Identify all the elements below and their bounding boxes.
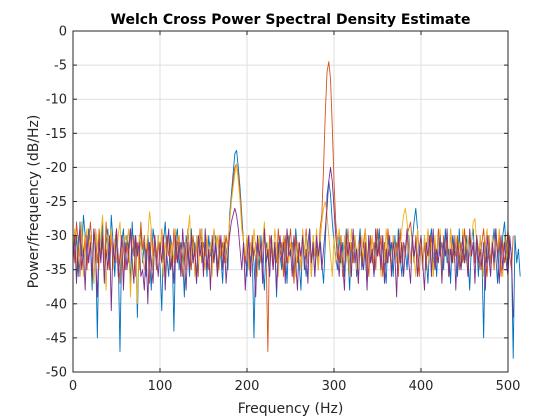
y-tick-label: -50 (46, 366, 67, 381)
y-tick-label: -20 (46, 161, 67, 176)
x-tick-label: 200 (235, 379, 260, 394)
axis-ticks: 0 100 200 300 400 500 0 -5 -10 -15 -20 -25 -30 -35 -40… (46, 25, 521, 395)
plot-lines (72, 61, 521, 359)
y-tick-label: -15 (46, 127, 67, 142)
y-tick-label: -5 (54, 59, 67, 74)
y-tick-label: -10 (46, 93, 67, 108)
y-axis-label: Power/frequency (dB/Hz) (26, 115, 42, 289)
y-tick-label: -30 (46, 229, 67, 244)
y-tick-label: 0 (59, 25, 67, 40)
y-tick-label: -25 (46, 195, 67, 210)
y-tick-label: -40 (46, 297, 67, 312)
series-line-4 (72, 166, 514, 318)
x-tick-label: 0 (69, 379, 77, 394)
x-tick-label: 300 (322, 379, 347, 394)
chart-title: Welch Cross Power Spectral Density Estim… (111, 12, 471, 28)
x-tick-label: 100 (148, 379, 173, 394)
x-axis-label: Frequency (Hz) (238, 401, 344, 417)
y-tick-label: -35 (46, 263, 67, 278)
x-tick-label: 500 (496, 379, 521, 394)
x-tick-label: 400 (409, 379, 434, 394)
y-tick-label: -45 (46, 331, 67, 346)
